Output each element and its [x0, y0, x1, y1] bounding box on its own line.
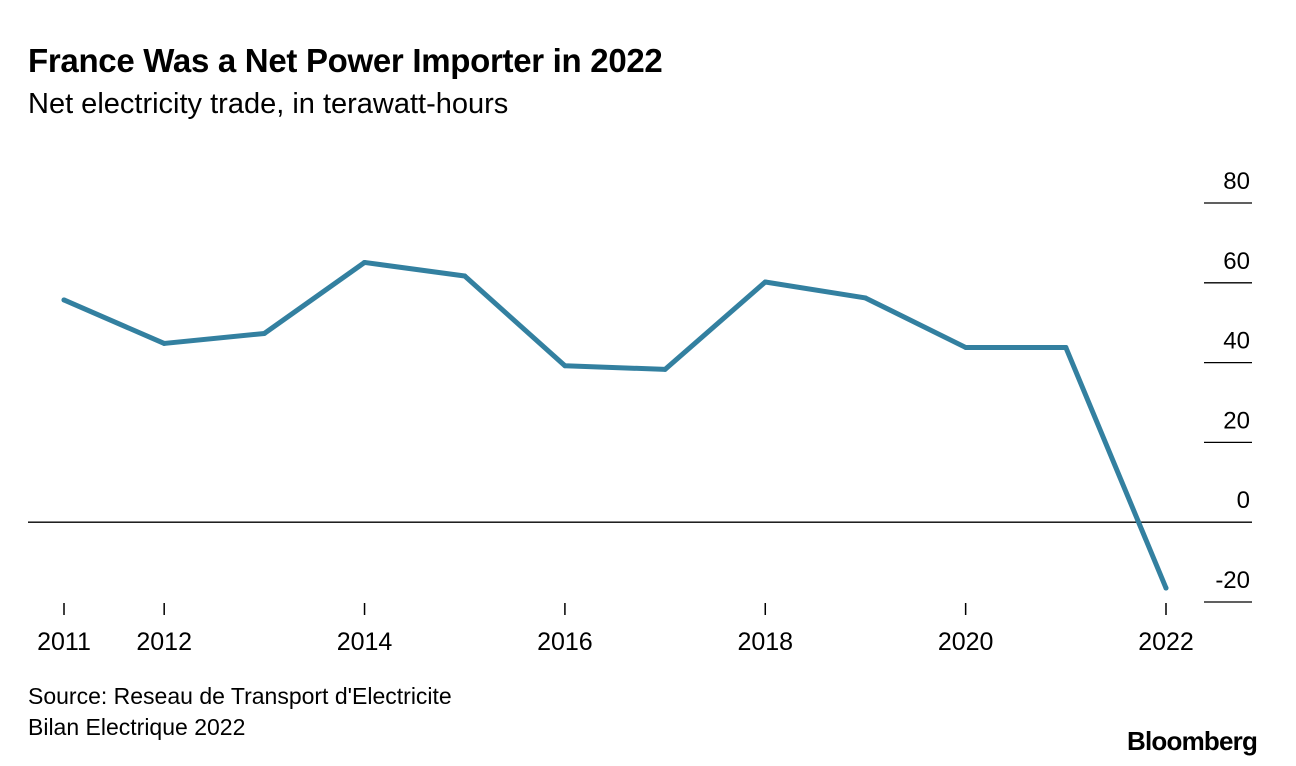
y-tick-label-60: 60 [1223, 248, 1250, 275]
bloomberg-logo: Bloomberg [1127, 726, 1258, 756]
x-tick-label-2018: 2018 [737, 628, 793, 656]
data-point-2021 [1063, 344, 1069, 350]
data-point-2012 [161, 340, 167, 346]
data-point-2011 [61, 297, 67, 303]
series-line-0 [61, 259, 1169, 591]
data-point-2019 [862, 295, 868, 301]
source-note: Source: Reseau de Transport d'Electricit… [28, 681, 452, 743]
data-point-2020 [963, 344, 969, 350]
x-tick-label-2012: 2012 [136, 628, 192, 656]
y-tick-label-80: 80 [1223, 168, 1250, 195]
data-point-2015 [462, 273, 468, 279]
y-tick-label-20: 20 [1223, 407, 1250, 434]
data-point-2017 [662, 366, 668, 372]
chart-subtitle: Net electricity trade, in terawatt-hours [28, 88, 509, 120]
data-point-2018 [762, 279, 768, 285]
x-tick-label-2011: 2011 [37, 628, 91, 656]
x-tick-label-2020: 2020 [938, 628, 994, 656]
x-tick-label-2016: 2016 [537, 628, 593, 656]
y-tick-label--20: -20 [1215, 567, 1250, 594]
data-point-2013 [261, 330, 267, 336]
y-tick-label-40: 40 [1223, 328, 1250, 355]
source-line-1: Source: Reseau de Transport d'Electricit… [28, 683, 452, 709]
chart-title: France Was a Net Power Importer in 2022 [28, 42, 663, 79]
data-point-2022 [1163, 585, 1169, 591]
x-tick-label-2022: 2022 [1138, 628, 1194, 656]
data-point-2016 [562, 363, 568, 369]
data-point-2014 [362, 259, 368, 265]
y-tick-label-0: 0 [1237, 487, 1250, 514]
source-line-2: Bilan Electrique 2022 [28, 714, 246, 740]
x-tick-label-2014: 2014 [337, 628, 393, 656]
